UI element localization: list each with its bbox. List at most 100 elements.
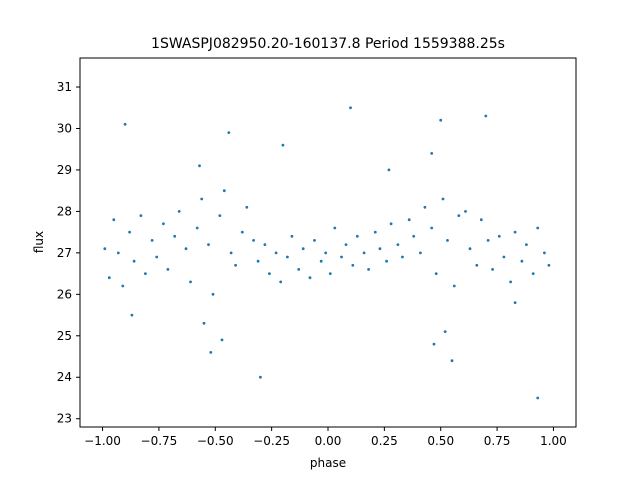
data-point: [475, 263, 479, 267]
y-tick-label: 29: [57, 163, 72, 177]
data-point: [450, 359, 454, 363]
y-tick-label: 26: [57, 287, 72, 301]
data-point: [439, 118, 443, 122]
y-tick-label: 31: [57, 80, 72, 94]
x-tick-label: 0.50: [427, 434, 454, 448]
y-tick-label: 24: [57, 370, 72, 384]
data-point: [497, 234, 501, 238]
data-point: [387, 168, 391, 172]
data-point: [150, 239, 154, 242]
data-point: [432, 342, 436, 346]
data-point: [173, 234, 177, 238]
data-points: [103, 106, 551, 400]
data-point: [123, 122, 127, 126]
y-tick-label: 23: [57, 412, 72, 426]
x-tick-label: −0.50: [197, 434, 234, 448]
data-point: [259, 375, 262, 379]
data-point: [139, 214, 143, 218]
x-tick-label: −1.00: [84, 434, 121, 448]
data-point: [385, 259, 388, 263]
data-point: [419, 251, 422, 255]
data-point: [263, 243, 267, 247]
data-point: [218, 214, 222, 218]
data-point: [486, 239, 490, 242]
data-point: [396, 243, 400, 247]
data-point: [412, 234, 416, 238]
x-tick-label: −0.25: [253, 434, 290, 448]
x-axis-label: phase: [310, 456, 346, 470]
data-point: [536, 396, 540, 400]
data-point: [116, 251, 120, 255]
data-point: [441, 197, 445, 201]
data-point: [112, 218, 116, 222]
data-point: [256, 259, 260, 263]
data-point: [367, 268, 370, 271]
y-tick-label: 25: [57, 329, 72, 343]
data-point: [423, 205, 427, 209]
data-point: [279, 280, 283, 284]
data-point: [344, 243, 348, 247]
data-point: [207, 243, 210, 247]
data-point: [286, 255, 289, 259]
data-point: [536, 226, 540, 230]
data-point: [452, 284, 456, 288]
data-point: [198, 164, 201, 168]
data-point: [200, 197, 204, 201]
data-point: [290, 234, 294, 238]
data-point: [195, 226, 199, 230]
data-point: [319, 259, 323, 263]
data-point: [407, 218, 411, 222]
data-point: [401, 255, 404, 259]
data-point: [103, 247, 107, 251]
data-point: [373, 230, 377, 234]
data-point: [281, 143, 285, 147]
x-tick-label: 0.75: [484, 434, 511, 448]
data-point: [240, 230, 244, 234]
y-tick-label: 30: [57, 121, 72, 135]
y-axis: 23 24 25 26 27 28 29 30 31: [57, 80, 80, 426]
data-point: [457, 214, 461, 218]
data-point: [202, 321, 206, 325]
x-tick-label: −0.75: [141, 434, 178, 448]
data-point: [351, 263, 355, 267]
data-point: [301, 247, 305, 251]
data-point: [328, 272, 332, 275]
data-point: [121, 284, 125, 288]
data-point: [297, 268, 301, 271]
data-point: [227, 131, 231, 135]
data-point: [484, 114, 488, 118]
data-point: [184, 247, 188, 251]
data-point: [313, 239, 316, 242]
data-point: [333, 226, 337, 230]
data-point: [340, 255, 343, 259]
data-point: [130, 313, 134, 317]
data-point: [491, 268, 494, 271]
data-point: [229, 251, 233, 255]
data-point: [222, 189, 226, 193]
data-point: [268, 272, 271, 275]
data-point: [513, 230, 517, 234]
data-point: [446, 239, 449, 242]
data-point: [513, 301, 517, 304]
data-point: [443, 330, 447, 333]
data-point: [464, 210, 467, 213]
data-point: [378, 247, 382, 251]
data-point: [234, 263, 238, 267]
data-point: [155, 255, 159, 259]
data-point: [245, 205, 249, 209]
data-point: [220, 338, 224, 342]
y-axis-label: flux: [32, 231, 46, 253]
data-point: [166, 268, 170, 271]
data-point: [132, 259, 136, 263]
data-point: [502, 255, 506, 259]
x-tick-label: 0.00: [315, 434, 342, 448]
x-axis: −1.00 −0.75 −0.50 −0.25 0.00 0.25 0.50 0.75 1.00: [84, 427, 567, 448]
data-point: [211, 292, 215, 296]
data-point: [308, 276, 312, 280]
data-point: [525, 243, 528, 247]
data-point: [324, 251, 328, 255]
data-point: [389, 222, 393, 226]
data-point: [543, 251, 546, 255]
